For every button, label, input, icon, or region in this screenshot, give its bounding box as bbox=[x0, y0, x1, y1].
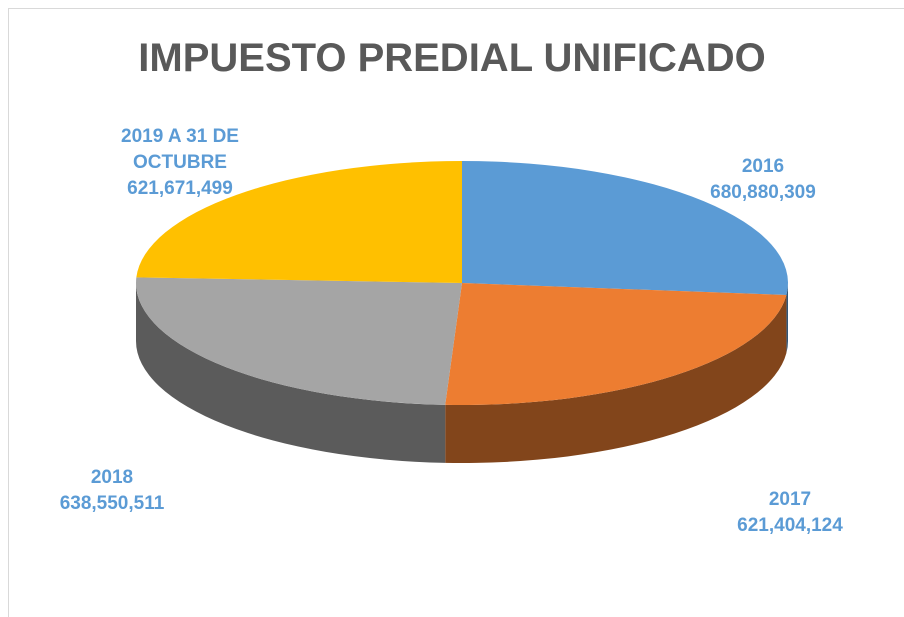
data-label: 2018 638,550,511 bbox=[27, 465, 197, 517]
slice bbox=[136, 277, 462, 405]
slice bbox=[136, 161, 462, 283]
value-label: 638,550,511 bbox=[59, 493, 165, 514]
chart-title: IMPUESTO PREDIAL UNIFICADO bbox=[138, 36, 766, 80]
slice-side bbox=[136, 283, 446, 463]
category-label: 2016 bbox=[741, 156, 785, 177]
category-label: 2018 bbox=[90, 467, 134, 488]
data-label: 2016 680,880,309 bbox=[678, 154, 848, 206]
data-label: 2017 621,404,124 bbox=[705, 487, 875, 539]
slice-side bbox=[786, 283, 788, 354]
value-label: 621,671,499 bbox=[127, 178, 233, 199]
chart-frame bbox=[8, 8, 904, 617]
value-label: 621,404,124 bbox=[737, 515, 843, 536]
slice-side bbox=[445, 295, 787, 463]
slice bbox=[462, 161, 788, 296]
value-label: 680,880,309 bbox=[710, 182, 816, 203]
slice bbox=[445, 283, 787, 405]
data-label: 2019 A 31 DE OCTUBRE 621,671,499 bbox=[95, 124, 265, 202]
category-label: 2019 A 31 DE OCTUBRE bbox=[121, 126, 239, 173]
category-label: 2017 bbox=[768, 489, 812, 510]
